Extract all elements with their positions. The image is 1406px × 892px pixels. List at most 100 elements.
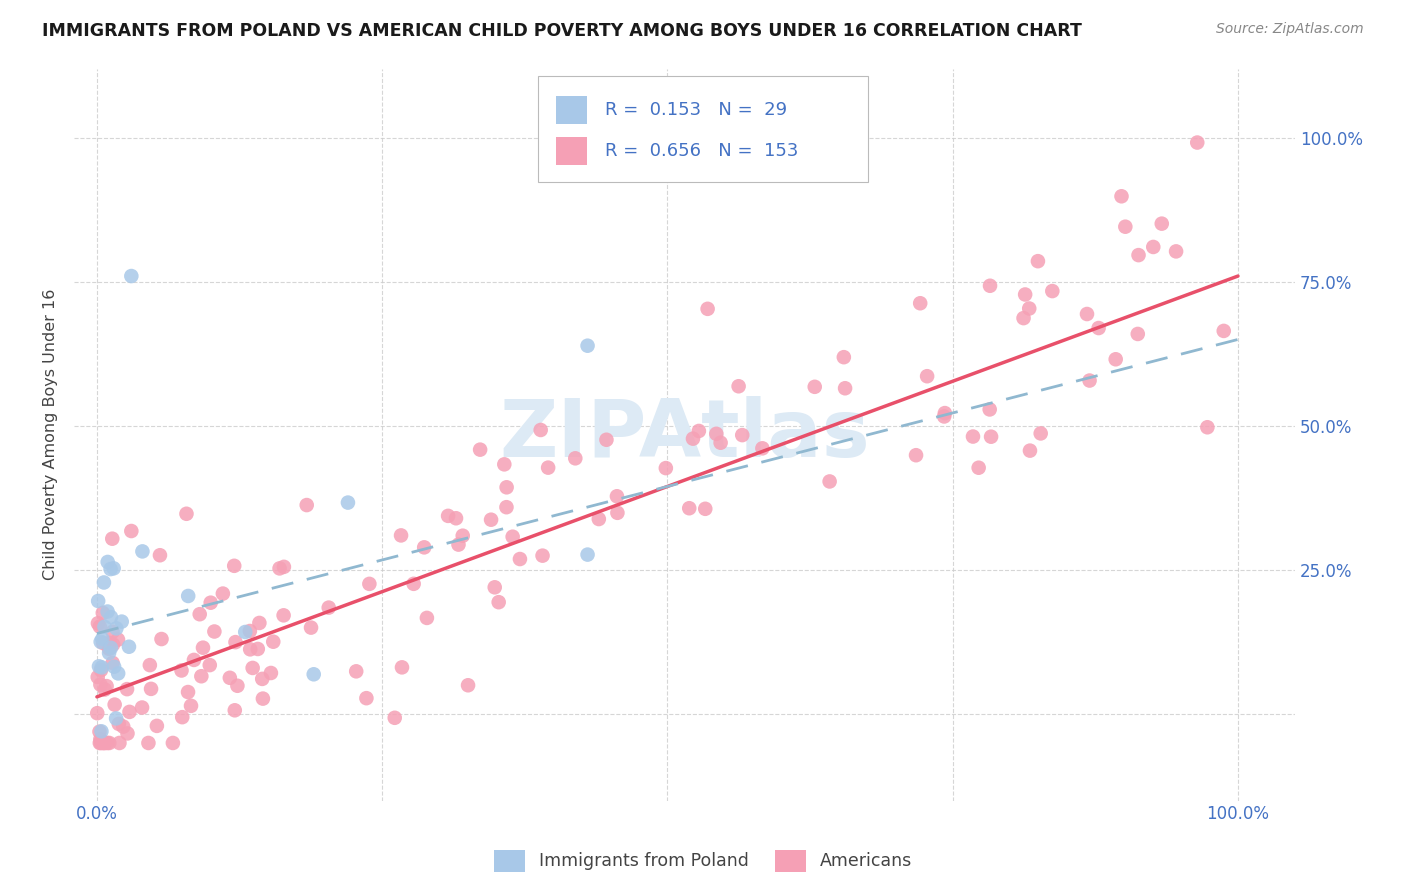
Point — [224, 558, 246, 573]
Point — [111, 615, 134, 629]
Point — [103, 561, 125, 575]
Point — [91, 736, 114, 750]
Point — [979, 278, 1001, 293]
Point — [202, 624, 225, 639]
FancyBboxPatch shape — [557, 96, 586, 124]
Point — [260, 665, 283, 680]
Point — [100, 640, 122, 655]
Point — [172, 710, 194, 724]
Point — [224, 635, 246, 649]
Legend: Immigrants from Poland, Americans: Immigrants from Poland, Americans — [486, 843, 920, 879]
Point — [162, 736, 184, 750]
Point — [678, 501, 700, 516]
Point — [934, 409, 956, 424]
Point — [150, 632, 173, 646]
Point — [98, 636, 121, 650]
Point — [91, 636, 114, 650]
Point — [96, 736, 118, 750]
Point — [170, 664, 193, 678]
Point — [97, 605, 120, 619]
Point — [90, 663, 112, 677]
Point — [120, 268, 142, 283]
Point — [146, 719, 169, 733]
Point — [176, 507, 198, 521]
Point — [1187, 136, 1209, 150]
Point — [252, 672, 274, 686]
Point — [727, 379, 749, 393]
Point — [576, 548, 599, 562]
Point — [89, 724, 111, 739]
Point — [100, 562, 122, 576]
Point — [344, 665, 367, 679]
Point — [502, 530, 524, 544]
Point — [224, 703, 246, 717]
Point — [98, 641, 121, 656]
Point — [1014, 287, 1036, 301]
Point — [115, 682, 138, 697]
Point — [564, 451, 586, 466]
Point — [108, 736, 131, 750]
Point — [444, 511, 467, 525]
Point — [98, 646, 121, 660]
Point — [915, 369, 938, 384]
Point — [89, 677, 111, 691]
Point — [299, 621, 322, 635]
Point — [91, 632, 114, 646]
Point — [105, 621, 128, 635]
Point — [118, 640, 141, 654]
Point — [131, 700, 153, 714]
Point — [905, 448, 928, 462]
Point — [101, 656, 124, 670]
Point — [89, 732, 111, 747]
Point — [89, 736, 111, 750]
Point — [149, 548, 172, 562]
Point — [356, 691, 378, 706]
Point — [391, 660, 413, 674]
Point — [696, 301, 718, 316]
Point — [93, 620, 115, 634]
Point — [479, 513, 502, 527]
Point — [832, 350, 855, 364]
Point — [131, 544, 153, 558]
Point — [1076, 307, 1098, 321]
Point — [468, 442, 491, 457]
Point — [416, 611, 439, 625]
Point — [655, 461, 678, 475]
Point — [1150, 217, 1173, 231]
Point — [93, 575, 115, 590]
Point — [1029, 426, 1052, 441]
Point — [242, 661, 264, 675]
Point — [190, 669, 212, 683]
Point — [239, 642, 262, 657]
Text: IMMIGRANTS FROM POLAND VS AMERICAN CHILD POVERTY AMONG BOYS UNDER 16 CORRELATION: IMMIGRANTS FROM POLAND VS AMERICAN CHILD… — [42, 22, 1083, 40]
FancyBboxPatch shape — [538, 76, 868, 182]
Point — [495, 500, 517, 515]
Point — [90, 660, 112, 674]
Point — [188, 607, 211, 622]
Point — [200, 596, 222, 610]
Point — [101, 532, 124, 546]
Point — [1126, 326, 1149, 341]
Point — [1026, 254, 1049, 268]
Point — [1114, 219, 1136, 234]
Point — [90, 736, 112, 750]
Point — [93, 736, 115, 750]
Point — [1212, 324, 1234, 338]
Point — [177, 589, 200, 603]
Point — [120, 524, 142, 538]
Point — [688, 424, 710, 438]
Text: ZIPAtlas: ZIPAtlas — [499, 395, 870, 474]
Point — [246, 642, 269, 657]
Point — [389, 528, 412, 542]
Point — [239, 624, 262, 638]
Y-axis label: Child Poverty Among Boys Under 16: Child Poverty Among Boys Under 16 — [44, 289, 58, 581]
Point — [86, 706, 108, 721]
Point — [908, 296, 931, 310]
Point — [96, 679, 118, 693]
Point — [87, 594, 110, 608]
Point — [531, 549, 554, 563]
Point — [682, 432, 704, 446]
Point — [704, 426, 727, 441]
Point — [107, 632, 129, 647]
Point — [101, 638, 124, 652]
